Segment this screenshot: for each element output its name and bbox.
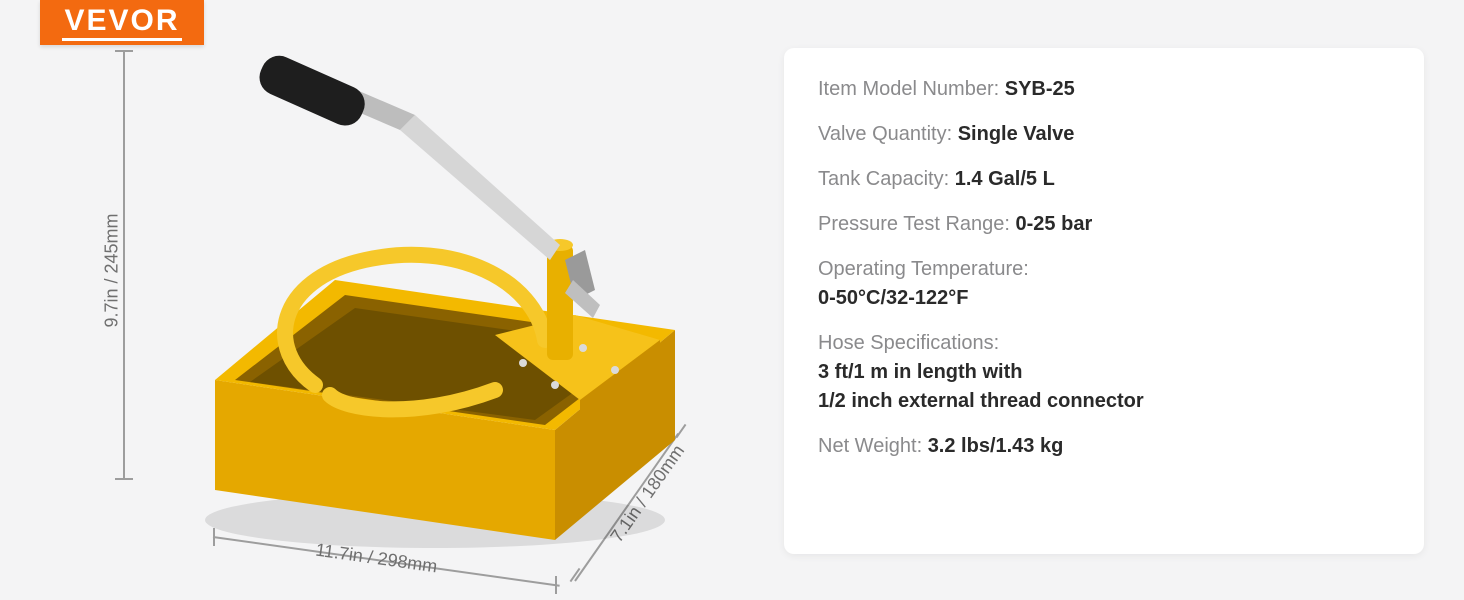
product-svg [115,50,755,580]
spec-value: 0-25 bar [1016,213,1093,235]
brand-badge: VEVOR [40,0,204,45]
spec-label: Valve Quantity: [818,123,958,145]
spec-row-tank: Tank Capacity: 1.4 Gal/5 L [818,166,1390,193]
spec-row-model: Item Model Number: SYB-25 [818,76,1390,103]
spec-value: Single Valve [958,123,1075,145]
spec-value: 0-50°C/32-122°F [818,285,1390,312]
spec-row-valve: Valve Quantity: Single Valve [818,121,1390,148]
spec-value-2: 1/2 inch external thread connector [818,388,1390,415]
spec-row-weight: Net Weight: 3.2 lbs/1.43 kg [818,433,1390,460]
spec-value: 3 ft/1 m in length with [818,359,1390,386]
product-illustration: 9.7in / 245mm 11.7in / 298mm 7.1in / 180… [115,50,761,580]
brand-underline [62,38,182,41]
spec-label: Tank Capacity: [818,168,955,190]
spec-row-hose: Hose Specifications: 3 ft/1 m in length … [818,330,1390,415]
spec-card: Item Model Number: SYB-25 Valve Quantity… [784,48,1424,554]
spec-label: Hose Specifications: [818,332,999,354]
spec-row-temp: Operating Temperature: 0-50°C/32-122°F [818,256,1390,312]
brand-name: VEVOR [64,6,179,36]
spec-label: Item Model Number: [818,78,1005,100]
spec-value: SYB-25 [1005,78,1075,100]
spec-value: 3.2 lbs/1.43 kg [928,435,1064,457]
spec-label: Pressure Test Range: [818,213,1016,235]
spec-value: 1.4 Gal/5 L [955,168,1055,190]
spec-label: Net Weight: [818,435,928,457]
spec-label: Operating Temperature: [818,258,1029,280]
spec-row-pressure: Pressure Test Range: 0-25 bar [818,211,1390,238]
